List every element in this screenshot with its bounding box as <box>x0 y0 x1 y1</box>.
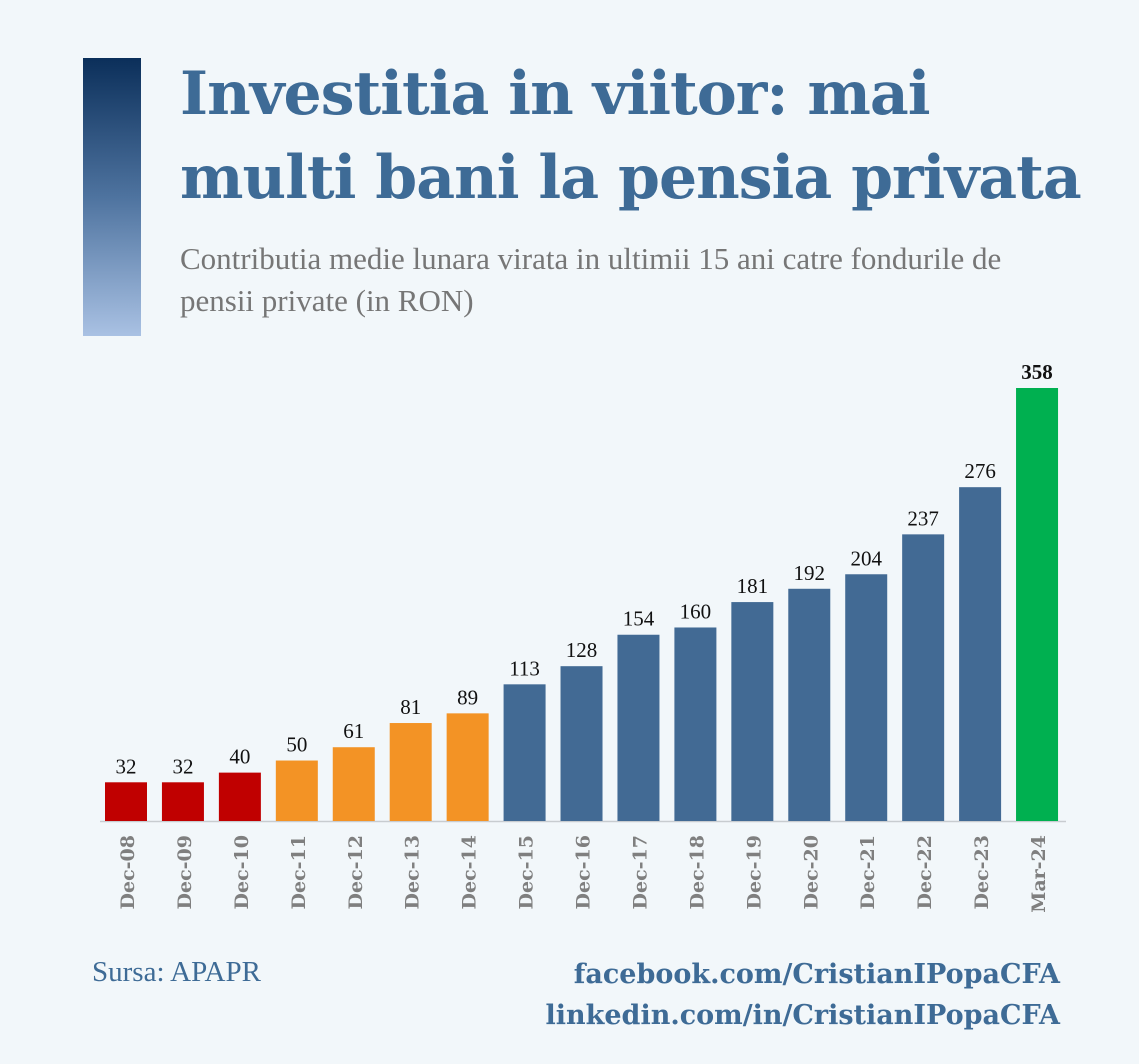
x-tick-label: Dec-10 <box>231 835 253 909</box>
bar-Mar-24 <box>1016 388 1059 821</box>
data-label: 40 <box>229 745 250 769</box>
x-tick-label: Dec-20 <box>800 835 822 909</box>
data-label: 192 <box>794 561 826 585</box>
data-label: 81 <box>400 695 421 719</box>
x-tick-label: Dec-21 <box>857 835 879 909</box>
x-tick-label: Dec-14 <box>459 835 481 909</box>
data-label: 204 <box>850 546 882 570</box>
bar-Dec-12 <box>332 747 375 821</box>
bar-Dec-14 <box>446 713 489 821</box>
x-tick-label: Dec-19 <box>743 835 765 909</box>
source-note: Sursa: APAPR <box>92 956 261 988</box>
facebook-link[interactable]: facebook.com/CristianIPopaCFA <box>573 959 1060 990</box>
x-tick-label: Dec-22 <box>914 835 936 909</box>
data-label: 89 <box>457 685 478 709</box>
x-tick-label: Dec-18 <box>686 835 708 909</box>
x-tick-label: Mar-24 <box>1028 835 1050 913</box>
data-label: 61 <box>343 719 364 743</box>
bar-Dec-15 <box>503 684 546 821</box>
bar-Dec-16 <box>560 666 603 821</box>
bar-Dec-13 <box>389 723 432 821</box>
bar-Dec-22 <box>902 534 945 821</box>
bar-Dec-19 <box>731 602 774 821</box>
x-tick-label: Dec-11 <box>288 835 310 909</box>
bar-Dec-17 <box>617 634 660 821</box>
data-label: 237 <box>907 506 939 530</box>
bar-Dec-10 <box>218 772 261 821</box>
data-label: 32 <box>116 754 137 778</box>
bar-Dec-20 <box>788 588 831 821</box>
bar-Dec-23 <box>959 487 1002 821</box>
data-label: 276 <box>964 459 996 483</box>
chart-title: Investitia in viitor: mai multi bani la … <box>180 59 1082 213</box>
data-label: 128 <box>566 638 598 662</box>
bar-Dec-09 <box>161 782 204 821</box>
bar-Dec-18 <box>674 627 717 821</box>
data-label: 160 <box>680 599 712 623</box>
chart-subtitle: Contributia medie lunara virata in ultim… <box>180 241 1002 318</box>
bar-Dec-08 <box>105 782 147 821</box>
x-tick-label: Dec-12 <box>345 835 367 909</box>
data-label: 32 <box>172 754 193 778</box>
x-tick-label: Dec-09 <box>174 835 196 909</box>
linkedin-link[interactable]: linkedin.com/in/CristianIPopaCFA <box>545 1000 1060 1031</box>
data-label: 358 <box>1021 360 1053 384</box>
social-links: facebook.com/CristianIPopaCFA linkedin.c… <box>546 954 1060 1036</box>
x-tick-label: Dec-13 <box>402 835 424 909</box>
title-accent-bar <box>83 58 141 336</box>
x-tick-label: Dec-08 <box>117 835 139 909</box>
data-label: 154 <box>623 607 655 631</box>
data-label: 181 <box>737 574 769 598</box>
x-tick-label: Dec-15 <box>516 835 538 909</box>
bar-Dec-11 <box>275 760 318 821</box>
x-tick-label: Dec-17 <box>629 835 651 909</box>
x-tick-label: Dec-23 <box>971 835 993 909</box>
data-label: 50 <box>286 733 307 757</box>
data-label: 113 <box>509 656 540 680</box>
x-tick-label: Dec-16 <box>573 835 595 909</box>
bar-Dec-21 <box>845 574 888 821</box>
